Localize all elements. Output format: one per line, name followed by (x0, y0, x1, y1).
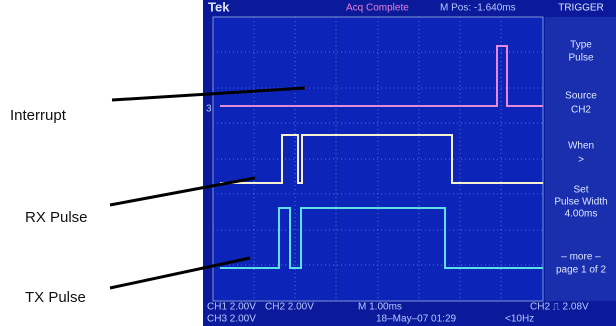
menu-title: Pulse Width (554, 197, 607, 208)
menu-title: Set (573, 185, 588, 196)
datetime: 18–May–07 01:29 (376, 314, 457, 325)
acq-status: Acq Complete (346, 3, 409, 14)
menu-value: 4.00ms (565, 209, 598, 220)
menu-title: TRIGGER (558, 3, 604, 14)
m-pos: M Pos: -1.640ms (440, 3, 516, 14)
interrupt-label: Interrupt (10, 107, 67, 124)
ch1-scale: CH1 2.00V (207, 302, 256, 313)
brand: Tek (208, 0, 230, 14)
menu-title: Source (565, 91, 597, 102)
menu-title: – more – (561, 252, 601, 263)
menu-value: Pulse (568, 53, 593, 64)
trigger-level: CH2 ⎍ 2.08V (530, 302, 589, 313)
tx-label: TX Pulse (25, 289, 86, 306)
ch3-scale: CH3 2.00V (207, 314, 256, 325)
menu-value: page 1 of 2 (556, 265, 606, 276)
ch2-scale: CH2 2.00V (265, 302, 314, 313)
rx-label: RX Pulse (25, 209, 88, 226)
frequency: <10Hz (505, 314, 534, 325)
timebase: M 1.00ms (358, 302, 402, 313)
menu-value: > (578, 155, 584, 166)
page: 3 Tek Acq Complete M Pos: -1.640ms TRIGG… (0, 0, 616, 326)
menu-title: Type (570, 40, 592, 51)
menu-value: CH2 (571, 105, 591, 116)
menu-title: When (568, 141, 594, 152)
channel-marker: 3 (206, 104, 212, 115)
